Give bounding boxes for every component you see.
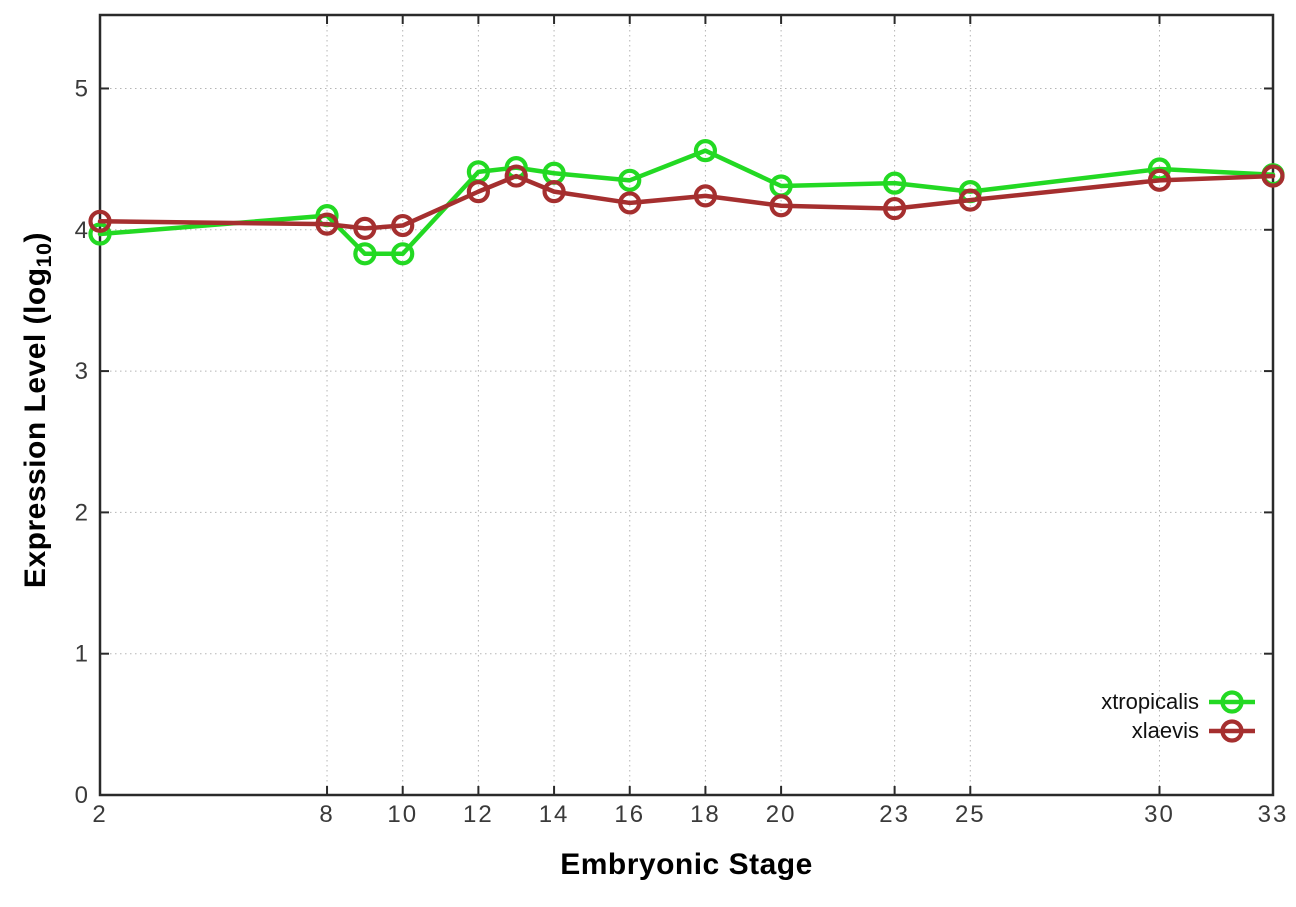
y-tick-label: 4 xyxy=(75,217,88,244)
x-tick-label: 33 xyxy=(1258,801,1289,828)
data-point-xtropicalis xyxy=(693,139,718,163)
data-point-xtropicalis xyxy=(391,242,415,266)
data-point-xtropicalis xyxy=(883,171,907,195)
data-point-xlaevis xyxy=(391,213,415,238)
x-tick-label: 23 xyxy=(879,801,910,828)
x-tick-label: 12 xyxy=(463,801,494,828)
data-point-xtropicalis xyxy=(88,222,112,246)
data-point-xlaevis xyxy=(769,194,793,218)
data-point-xlaevis xyxy=(315,212,339,236)
x-tick-label: 16 xyxy=(614,801,645,828)
data-point-xlaevis xyxy=(693,184,718,208)
legend-marker-icon-xtropicalis xyxy=(1209,689,1255,714)
series-line-xlaevis xyxy=(97,173,1276,231)
data-point-xtropicalis xyxy=(353,242,377,266)
data-point-xlaevis xyxy=(353,216,377,240)
data-point-xlaevis xyxy=(883,196,907,221)
data-point-xlaevis xyxy=(1261,164,1285,188)
data-point-xlaevis xyxy=(504,164,528,188)
series-line-xtropicalis xyxy=(97,148,1276,257)
x-tick-label: 2 xyxy=(92,801,107,828)
data-point-xlaevis xyxy=(466,180,490,204)
y-axis-title-subscript: 10 xyxy=(31,242,57,268)
x-axis-title: Embryonic Stage xyxy=(560,848,813,881)
y-axis-title: Expression Level (log10) xyxy=(19,231,57,589)
x-tick-label: 8 xyxy=(319,801,334,828)
x-tick-label: 30 xyxy=(1144,801,1175,828)
legend-item-xlaevis: xlaevis xyxy=(1132,716,1256,745)
data-point-xlaevis xyxy=(88,209,112,233)
legend-point-sample xyxy=(1220,718,1244,743)
data-point-xtropicalis xyxy=(618,168,642,192)
y-tick-label: 5 xyxy=(75,75,88,102)
data-point-xlaevis xyxy=(1147,168,1172,192)
legend-label-xtropicalis: xtropicalis xyxy=(1101,688,1199,714)
legend-point-sample xyxy=(1220,689,1244,714)
y-tick-label: 0 xyxy=(75,782,88,809)
y-axis-title-suffix: ) xyxy=(19,231,52,243)
data-point-xlaevis xyxy=(618,191,642,215)
data-point-xlaevis xyxy=(958,188,982,212)
x-tick-label: 10 xyxy=(387,801,418,828)
y-tick-label: 2 xyxy=(75,499,88,526)
plot-border xyxy=(98,13,1275,797)
x-tick-label: 20 xyxy=(766,801,797,828)
legend-marker-icon-xlaevis xyxy=(1209,718,1255,743)
data-point-xlaevis xyxy=(542,180,566,204)
y-tick-label: 3 xyxy=(75,358,88,385)
legend-label-xlaevis: xlaevis xyxy=(1131,717,1199,743)
x-tick-label: 14 xyxy=(539,801,570,828)
x-tick-label: 25 xyxy=(955,801,986,828)
x-tick-label: 18 xyxy=(690,801,721,828)
legend-item-xtropicalis: xtropicalis xyxy=(1101,687,1256,716)
legend: xtropicalis xlaevis xyxy=(1101,687,1256,745)
y-axis-title-text: Expression Level (log xyxy=(19,267,52,589)
y-tick-label: 1 xyxy=(75,641,88,668)
